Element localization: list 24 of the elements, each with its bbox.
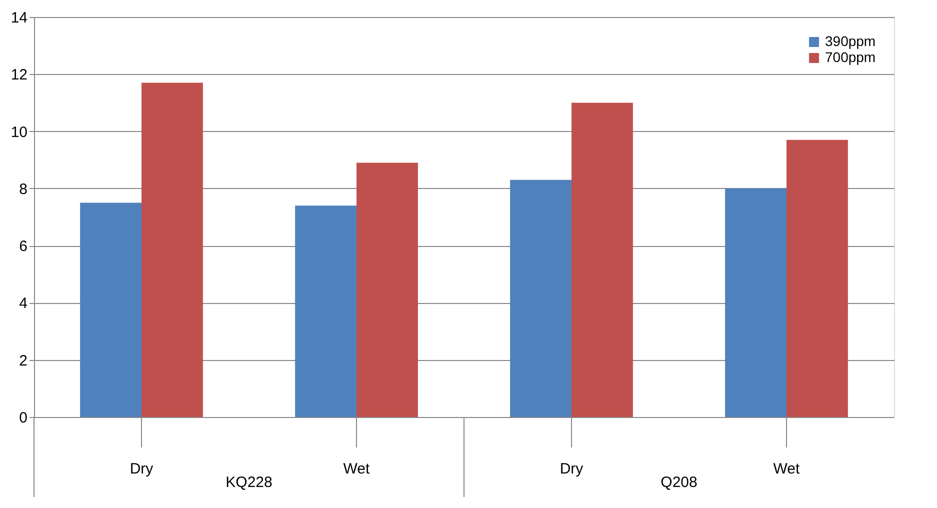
y-tick-label: 4 <box>19 295 28 312</box>
bar <box>725 188 786 417</box>
text: KQ228 <box>226 474 272 491</box>
bar <box>572 102 633 417</box>
bar <box>295 206 356 417</box>
x-tick-label: Wet <box>773 460 801 478</box>
y-tick-label: 8 <box>19 180 28 198</box>
bar <box>356 162 418 417</box>
bar <box>80 202 142 417</box>
legend-label: 390ppm <box>825 33 876 49</box>
text: Q208 <box>660 474 698 491</box>
y-tick-label: 10 <box>10 124 28 141</box>
y-tick-label: 12 <box>10 66 28 84</box>
x-tick-label: Dry <box>130 460 154 478</box>
legend-label: 700ppm <box>825 49 876 65</box>
y-tick-label: 2 <box>19 352 28 370</box>
bar <box>510 180 572 417</box>
bar <box>786 140 848 417</box>
bar <box>142 82 203 417</box>
y-tick-label: 0 <box>19 410 28 426</box>
y-tick-label: 14 <box>10 10 28 26</box>
x-tick-label: Dry <box>560 460 584 478</box>
y-tick-label: 6 <box>19 238 28 256</box>
x-tick-label: Wet <box>343 460 371 478</box>
